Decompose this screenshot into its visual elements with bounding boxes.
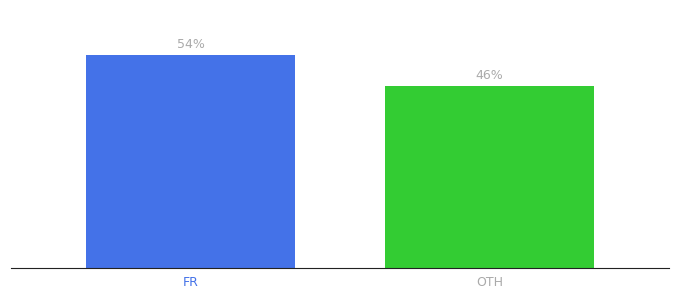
Bar (385, 86, 594, 268)
Text: 54%: 54% (177, 38, 205, 51)
Text: 46%: 46% (475, 69, 503, 82)
Bar (86, 55, 295, 268)
